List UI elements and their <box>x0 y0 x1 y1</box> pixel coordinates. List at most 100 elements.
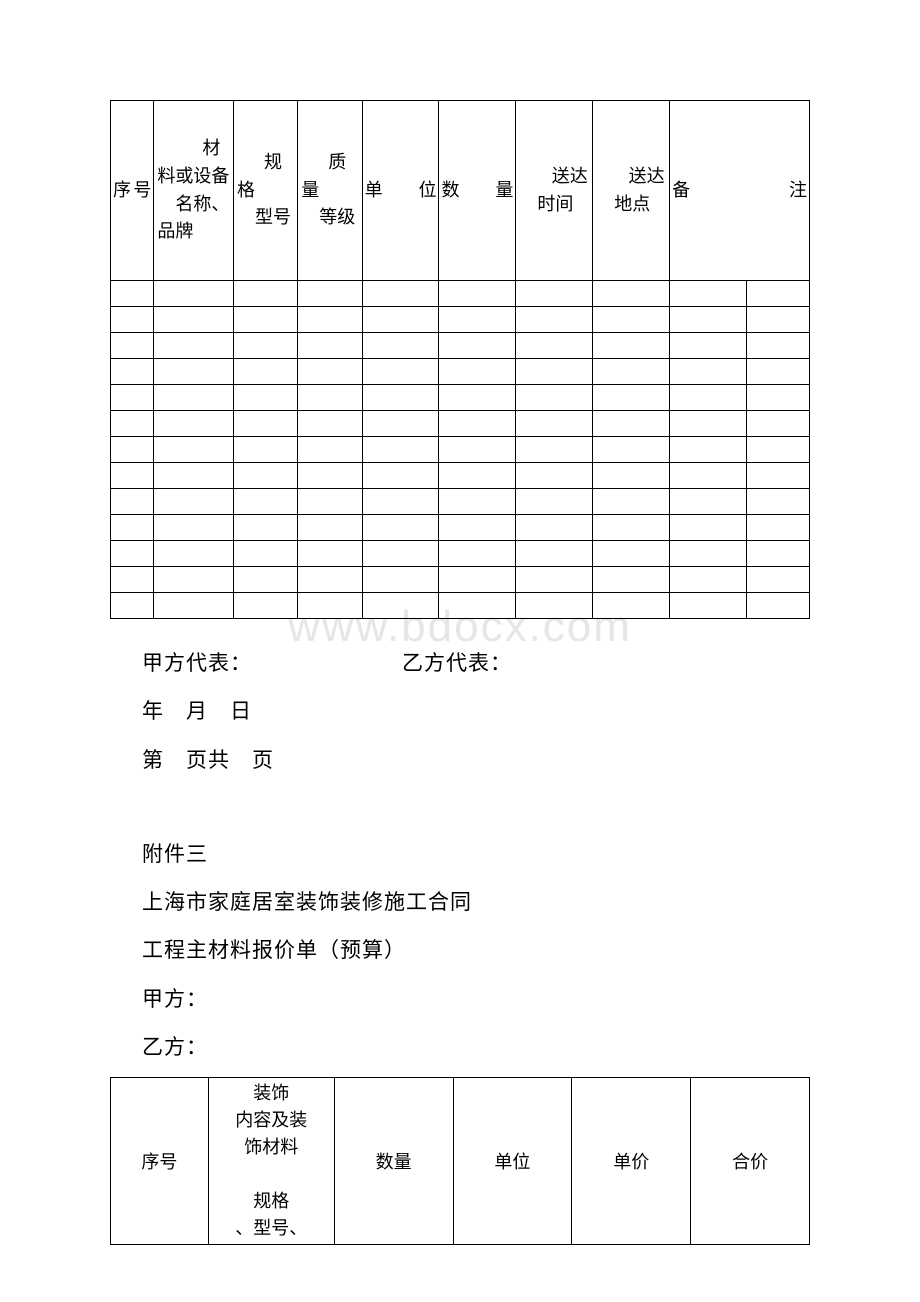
header-material: 材料或设备 名称、品牌 <box>154 101 234 281</box>
table-cell <box>111 385 154 411</box>
table-cell <box>746 515 809 541</box>
table-cell <box>154 281 234 307</box>
table-cell <box>670 281 747 307</box>
table-cell <box>439 593 516 619</box>
header-unit-price: 单价 <box>572 1078 691 1245</box>
table-cell <box>516 541 593 567</box>
table-row <box>111 411 810 437</box>
table-cell <box>362 437 439 463</box>
table-head: 序号 装饰内容及装饰材料规格、型号、 数量 单位 单价 合价 <box>111 1078 810 1245</box>
table-row <box>111 541 810 567</box>
table-cell <box>670 333 747 359</box>
table-cell <box>670 359 747 385</box>
table-cell <box>439 307 516 333</box>
table-cell <box>593 489 670 515</box>
page-line: 第 页共 页 <box>142 736 810 784</box>
table-cell <box>670 489 747 515</box>
table-cell <box>111 307 154 333</box>
table-cell <box>516 515 593 541</box>
header-quality: 质量 等级 <box>298 101 362 281</box>
table-cell <box>746 567 809 593</box>
table-cell <box>746 281 809 307</box>
table-row <box>111 359 810 385</box>
table-cell <box>670 411 747 437</box>
table-cell <box>234 463 298 489</box>
header-label: 合价 <box>732 1152 768 1172</box>
table-cell <box>439 463 516 489</box>
table-cell <box>593 463 670 489</box>
table-header-row: 序号 材料或设备 名称、品牌 规格 型号 质量 等级 单位 数量 送达 时间 送… <box>111 101 810 281</box>
header-label: 送达 地点 <box>593 161 669 221</box>
table-cell <box>593 567 670 593</box>
table-cell <box>234 489 298 515</box>
table-cell <box>298 463 362 489</box>
table-cell <box>593 437 670 463</box>
table-cell <box>746 437 809 463</box>
table-cell <box>362 541 439 567</box>
table-cell <box>234 307 298 333</box>
header-remark: 备注 <box>670 101 810 281</box>
table-cell <box>362 567 439 593</box>
table-cell <box>298 281 362 307</box>
table-cell <box>234 593 298 619</box>
table-cell <box>298 489 362 515</box>
header-unit: 单位 <box>362 101 439 281</box>
header-seq: 序号 <box>111 1078 209 1245</box>
table-cell <box>154 359 234 385</box>
table-cell <box>362 489 439 515</box>
table-cell <box>111 281 154 307</box>
table-row <box>111 593 810 619</box>
header-label: 装饰内容及装饰材料规格、型号、 <box>209 1078 334 1244</box>
table-cell <box>362 463 439 489</box>
table-cell <box>154 567 234 593</box>
table-cell <box>298 515 362 541</box>
table-cell <box>746 463 809 489</box>
signature-block: 甲方代表： 乙方代表： 年 月 日 第 页共 页 附件三 上海市家庭居室装饰装修… <box>110 639 810 1071</box>
table-cell <box>111 567 154 593</box>
header-label: 单价 <box>613 1152 649 1172</box>
header-qty: 数量 <box>334 1078 453 1245</box>
table-cell <box>298 307 362 333</box>
header-label: 单位 <box>494 1152 530 1172</box>
table-cell <box>154 411 234 437</box>
table-cell <box>746 307 809 333</box>
table-cell <box>111 463 154 489</box>
table-cell <box>439 333 516 359</box>
header-content: 装饰内容及装饰材料规格、型号、 <box>208 1078 334 1245</box>
table-cell <box>439 281 516 307</box>
party-b-rep: 乙方代表： <box>402 639 512 687</box>
table-cell <box>234 541 298 567</box>
table-cell <box>593 411 670 437</box>
table-cell <box>111 411 154 437</box>
header-label: 规格 型号 <box>234 147 297 235</box>
table-cell <box>154 541 234 567</box>
attachment-label: 附件三 <box>142 830 810 878</box>
table-cell <box>593 359 670 385</box>
header-label: 备注 <box>670 173 809 208</box>
table-cell <box>746 359 809 385</box>
table-cell <box>234 281 298 307</box>
spacer <box>142 784 810 830</box>
table-cell <box>670 515 747 541</box>
table-cell <box>111 593 154 619</box>
table-cell <box>362 411 439 437</box>
header-unit: 单位 <box>453 1078 572 1245</box>
table-cell <box>111 333 154 359</box>
table-cell <box>516 385 593 411</box>
table-row <box>111 385 810 411</box>
table-cell <box>298 385 362 411</box>
table-cell <box>298 411 362 437</box>
header-label: 数量 <box>376 1152 412 1172</box>
table-cell <box>670 541 747 567</box>
table-row <box>111 489 810 515</box>
table-cell <box>111 489 154 515</box>
table-cell <box>298 541 362 567</box>
table-cell <box>516 281 593 307</box>
table-cell <box>234 333 298 359</box>
table-cell <box>234 437 298 463</box>
table-cell <box>439 489 516 515</box>
table-cell <box>439 411 516 437</box>
table-cell <box>593 333 670 359</box>
table-cell <box>593 541 670 567</box>
table-cell <box>362 593 439 619</box>
